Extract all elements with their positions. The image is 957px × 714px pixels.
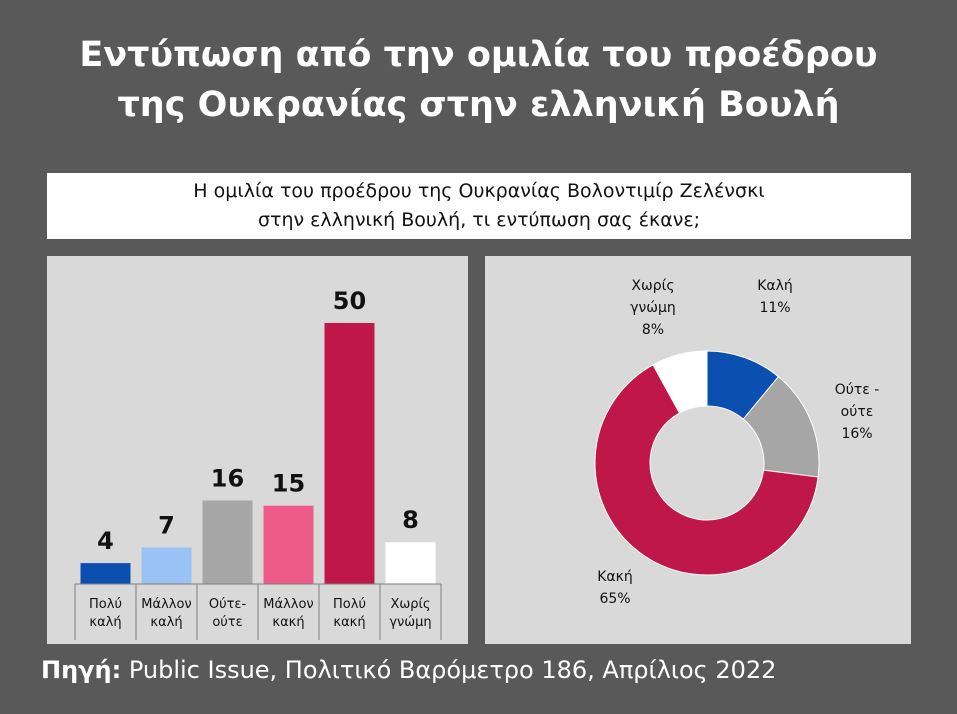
survey-question: Η ομιλία του προέδρου της Ουκρανίας Βολο… xyxy=(47,173,911,239)
bar-value-label: 16 xyxy=(211,464,244,492)
category-label: Μάλλον καλή xyxy=(141,597,191,630)
source-text: Public Issue, Πολιτικό Βαρόμετρο 186, Απ… xyxy=(121,656,777,684)
bar xyxy=(385,542,436,584)
category-label: Πολύ καλή xyxy=(89,597,122,630)
source-note: Πηγή: Public Issue, Πολιτικό Βαρόμετρο 1… xyxy=(41,652,776,688)
category-label: Ούτε-ούτε xyxy=(209,597,247,630)
category-label: Χωρίς γνώμη xyxy=(389,597,431,630)
category-label: Μάλλον κακή xyxy=(263,597,313,630)
bar-value-label: 15 xyxy=(272,470,305,498)
source-label: Πηγή: xyxy=(41,656,122,684)
slice-label: Ούτε -ούτε 16% xyxy=(835,382,880,442)
donut-chart: Καλή 11% Ούτε -ούτε 16% Κακή 65% Χωρίς γνώμη 8% xyxy=(594,278,880,607)
bar-value-label: 4 xyxy=(97,527,114,555)
question-line-1: Η ομιλία του προέδρου της Ουκρανίας Βολο… xyxy=(193,180,765,202)
category-label: Πολύ κακή xyxy=(333,597,366,630)
slice-label: Καλή 11% xyxy=(757,278,793,316)
bar-value-label: 7 xyxy=(158,511,175,539)
slice-label: Χωρίς γνώμη 8% xyxy=(630,278,676,338)
slice-label: Κακή 65% xyxy=(597,569,633,607)
question-line-2: στην ελληνική Βουλή, τι εντύπωση σας έκα… xyxy=(257,209,701,231)
donut-chart-panel: Καλή 11% Ούτε -ούτε 16% Κακή 65% Χωρίς γνώμη 8% xyxy=(485,256,911,644)
donut-slice xyxy=(594,364,819,576)
bar-value-label: 8 xyxy=(402,506,419,534)
bar xyxy=(80,563,131,584)
bar-chart-panel: 4 Πολύ καλή 7 Μάλλον καλή 16 Ούτε-ούτε 15 Μάλλον κ… xyxy=(47,256,468,644)
bar-value-label: 50 xyxy=(333,287,366,315)
bar-chart: 4 Πολύ καλή 7 Μάλλον καλή 16 Ούτε-ούτε 15 Μάλλον κ… xyxy=(74,287,442,640)
bar xyxy=(324,323,375,584)
bar xyxy=(141,547,192,584)
bar xyxy=(263,505,314,584)
donut-slice xyxy=(652,350,708,414)
title-line-1: Εντύπωση από την ομιλία του προέδρου xyxy=(79,35,878,75)
page-title: Εντύπωση από την ομιλία του προέδρου της… xyxy=(0,30,957,130)
title-line-2: της Ουκρανίας στην ελληνική Βουλή xyxy=(117,85,840,125)
bar xyxy=(202,500,253,584)
